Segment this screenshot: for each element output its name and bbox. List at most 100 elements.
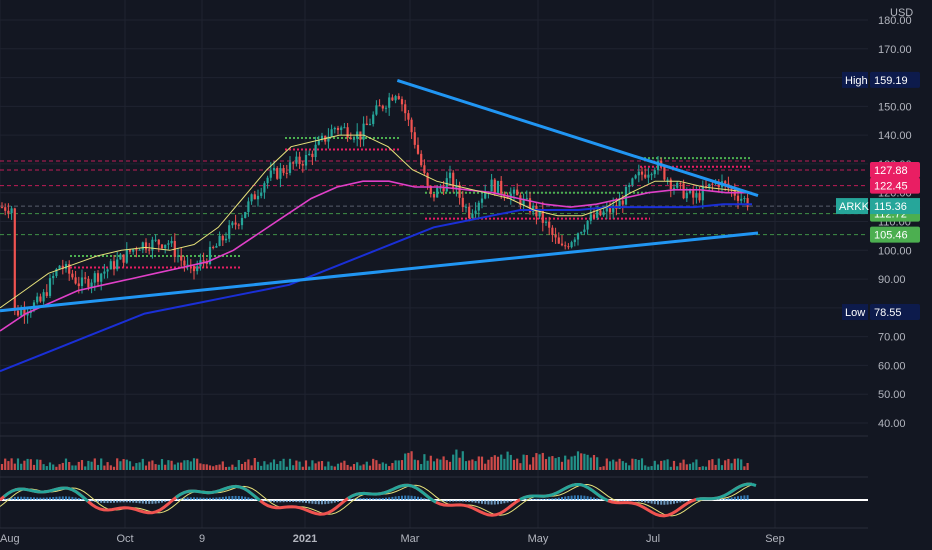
candle-body bbox=[272, 168, 276, 171]
price-axis[interactable]: 40.0050.0060.0070.0080.0090.00100.00110.… bbox=[868, 0, 932, 550]
oscillator-histogram-bar bbox=[186, 497, 189, 500]
candle-body bbox=[103, 271, 106, 274]
volume-bar bbox=[512, 459, 516, 470]
trendline[interactable] bbox=[396, 79, 759, 198]
oscillator-histogram-bar bbox=[621, 500, 624, 501]
candle-body bbox=[711, 183, 714, 185]
candle-body bbox=[740, 198, 743, 201]
candle-body bbox=[256, 195, 260, 200]
candle-body bbox=[516, 189, 519, 196]
oscillator-histogram-bar bbox=[727, 498, 730, 500]
volume-bar bbox=[717, 458, 720, 470]
trendlines[interactable] bbox=[0, 79, 759, 313]
volume-bar bbox=[487, 459, 490, 470]
volume-bar bbox=[688, 463, 692, 470]
level-tag: 127.88 bbox=[870, 162, 920, 179]
volume-bar bbox=[173, 464, 176, 470]
oscillator-histogram-bar bbox=[513, 500, 515, 502]
volume-bar bbox=[45, 466, 48, 470]
oscillator-histogram-bar bbox=[77, 498, 80, 500]
oscillator-histogram-bar bbox=[573, 495, 576, 500]
volume-bar bbox=[682, 459, 685, 470]
volume-bar bbox=[503, 458, 506, 470]
oscillator-histogram-bar bbox=[493, 500, 496, 505]
x-tick-label: Aug bbox=[0, 533, 20, 545]
ticker-value-bg bbox=[870, 198, 920, 215]
volume-bar bbox=[330, 465, 333, 470]
slow-moving-average bbox=[0, 203, 752, 373]
level-tag: 105.46 bbox=[870, 226, 920, 243]
volume-bar bbox=[733, 458, 736, 470]
volume-bar bbox=[640, 458, 644, 470]
volume-bar bbox=[71, 465, 74, 470]
oscillator-histogram-bar bbox=[189, 497, 192, 500]
candle-body bbox=[365, 123, 368, 125]
candle-body bbox=[746, 198, 749, 207]
candle-body bbox=[48, 278, 52, 296]
volume-bar bbox=[663, 460, 666, 470]
volume-bar bbox=[10, 458, 13, 470]
oscillator-histogram-bar bbox=[580, 495, 583, 500]
volume-bar bbox=[439, 459, 442, 470]
volume-bar bbox=[519, 463, 522, 470]
candle-body bbox=[304, 155, 308, 166]
volume-bar bbox=[295, 460, 298, 470]
volume-bar bbox=[548, 456, 551, 470]
oscillator-histogram-bar bbox=[109, 500, 112, 503]
volume-bar bbox=[119, 461, 122, 470]
trendline[interactable] bbox=[0, 231, 759, 313]
oscillator-histogram-bar bbox=[202, 497, 205, 500]
oscillator-histogram-bar bbox=[484, 500, 487, 505]
oscillator-histogram-bar bbox=[106, 500, 109, 504]
level-tag-value: 105.46 bbox=[874, 230, 908, 242]
time-axis[interactable]: Aug Oct 9 2021 Mar May Jul Sep bbox=[0, 533, 785, 545]
currency-label[interactable]: USD bbox=[890, 7, 913, 19]
volume-bar bbox=[311, 460, 314, 470]
candle-body bbox=[647, 174, 650, 178]
volume-bar bbox=[560, 461, 564, 470]
oscillator-histogram-bar bbox=[167, 500, 170, 502]
oscillator-histogram-bar bbox=[628, 500, 631, 501]
candle-body bbox=[295, 156, 298, 164]
candle-body bbox=[263, 183, 266, 193]
oscillator-histogram-bar bbox=[413, 496, 416, 500]
volume-bar bbox=[647, 466, 650, 470]
volume-bar bbox=[570, 456, 573, 470]
volume-bar bbox=[32, 464, 36, 470]
volume-bar bbox=[196, 458, 199, 470]
volume-bar bbox=[516, 458, 519, 470]
volume-bar bbox=[301, 466, 304, 470]
volume-bar bbox=[730, 463, 733, 470]
oscillator-histogram-bar bbox=[471, 500, 474, 503]
price-axis-background bbox=[868, 0, 932, 550]
candle-body bbox=[397, 96, 400, 100]
candle-body bbox=[74, 277, 77, 284]
volume-bar bbox=[711, 459, 714, 470]
oscillator-histogram-bar bbox=[362, 498, 365, 500]
level-tag: 122.45 bbox=[870, 177, 920, 194]
volume-bar bbox=[493, 455, 496, 470]
oscillator-histogram-bar bbox=[746, 495, 749, 500]
candle-body bbox=[253, 194, 256, 200]
oscillator-histogram-bar bbox=[215, 497, 218, 500]
candle-body bbox=[381, 105, 384, 109]
oscillator-histogram-bar bbox=[17, 496, 19, 500]
volume-bar bbox=[138, 462, 141, 470]
candle-body bbox=[135, 249, 138, 251]
volume-bar bbox=[0, 464, 4, 470]
oscillator-histogram-bar bbox=[461, 500, 464, 502]
volume-bar bbox=[660, 460, 663, 470]
candle-body bbox=[663, 166, 666, 180]
oscillator-histogram-bar bbox=[490, 500, 493, 505]
x-tick-label: Oct bbox=[116, 533, 133, 545]
candle-body bbox=[112, 261, 116, 270]
candle-body bbox=[80, 277, 84, 287]
oscillator-histogram-bar bbox=[669, 500, 672, 505]
oscillator-histogram-bar bbox=[23, 496, 26, 500]
candle-body bbox=[688, 189, 692, 193]
oscillator-histogram-bar bbox=[385, 497, 387, 500]
volume-bar bbox=[740, 459, 743, 470]
volume-bar bbox=[608, 461, 612, 470]
oscillator-histogram-bar bbox=[682, 500, 685, 502]
